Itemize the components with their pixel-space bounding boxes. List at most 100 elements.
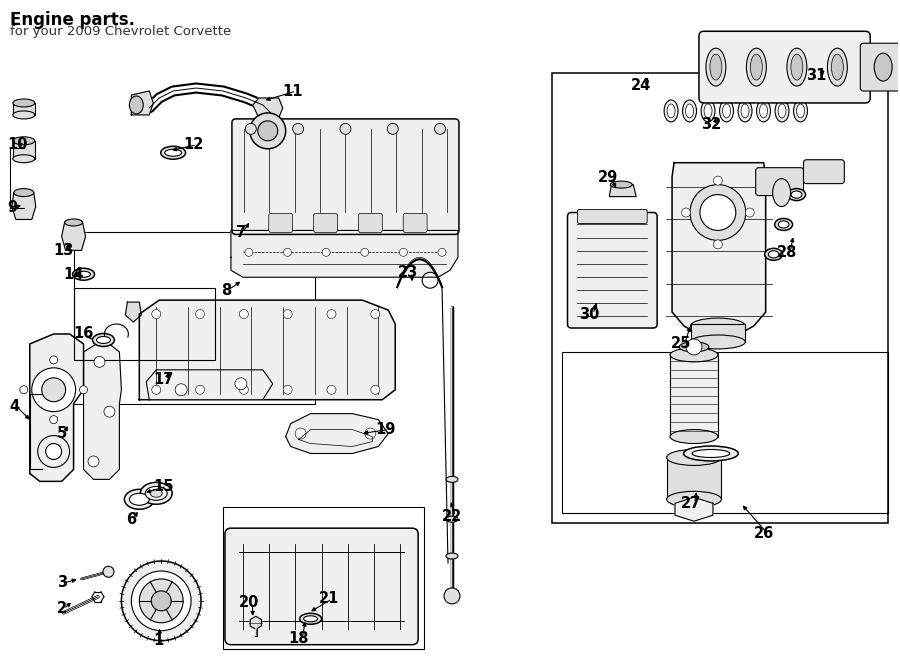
- Circle shape: [257, 121, 278, 141]
- Circle shape: [700, 195, 736, 230]
- FancyBboxPatch shape: [568, 213, 657, 328]
- Circle shape: [714, 240, 723, 249]
- Circle shape: [140, 579, 183, 623]
- Bar: [552, 73, 888, 523]
- Polygon shape: [12, 193, 36, 220]
- Text: 18: 18: [289, 631, 310, 646]
- Ellipse shape: [827, 48, 847, 86]
- Circle shape: [131, 571, 191, 631]
- Text: 3: 3: [57, 575, 67, 591]
- FancyBboxPatch shape: [358, 214, 382, 232]
- Polygon shape: [250, 616, 261, 630]
- Ellipse shape: [686, 104, 694, 118]
- Ellipse shape: [610, 181, 632, 188]
- Bar: [562, 352, 888, 513]
- Text: for your 2009 Chevrolet Corvette: for your 2009 Chevrolet Corvette: [10, 25, 231, 38]
- FancyBboxPatch shape: [699, 31, 870, 103]
- Bar: [13, 103, 35, 115]
- Circle shape: [79, 386, 87, 394]
- Ellipse shape: [93, 334, 114, 346]
- Circle shape: [400, 248, 408, 256]
- Text: 17: 17: [153, 372, 174, 387]
- Ellipse shape: [720, 100, 733, 122]
- Text: 22: 22: [442, 508, 463, 524]
- Circle shape: [435, 123, 446, 134]
- Circle shape: [88, 456, 99, 467]
- Ellipse shape: [13, 137, 35, 145]
- FancyBboxPatch shape: [578, 209, 647, 224]
- Ellipse shape: [14, 189, 34, 197]
- Polygon shape: [125, 302, 141, 322]
- Circle shape: [20, 386, 28, 394]
- Ellipse shape: [140, 483, 172, 504]
- Text: 4: 4: [10, 399, 20, 414]
- Circle shape: [32, 368, 76, 412]
- Circle shape: [284, 248, 292, 256]
- Circle shape: [195, 385, 204, 395]
- Text: 1: 1: [153, 633, 164, 648]
- Ellipse shape: [682, 100, 697, 122]
- Text: 14: 14: [64, 267, 84, 282]
- Ellipse shape: [73, 268, 94, 280]
- Circle shape: [94, 356, 105, 367]
- Circle shape: [686, 339, 702, 355]
- Bar: [223, 507, 424, 649]
- Ellipse shape: [704, 104, 712, 118]
- Ellipse shape: [757, 100, 770, 122]
- Ellipse shape: [446, 553, 458, 559]
- Polygon shape: [140, 300, 395, 400]
- Circle shape: [371, 310, 380, 318]
- Text: 2: 2: [57, 601, 67, 616]
- Ellipse shape: [667, 491, 722, 507]
- Polygon shape: [675, 497, 713, 521]
- Polygon shape: [131, 91, 153, 115]
- Polygon shape: [672, 163, 766, 336]
- Circle shape: [46, 444, 61, 459]
- Ellipse shape: [150, 489, 162, 497]
- Text: 13: 13: [54, 243, 74, 258]
- Ellipse shape: [145, 487, 167, 500]
- Text: 24: 24: [631, 77, 652, 93]
- Ellipse shape: [124, 489, 154, 509]
- Ellipse shape: [683, 446, 738, 461]
- Ellipse shape: [738, 100, 752, 122]
- Ellipse shape: [796, 104, 805, 118]
- Ellipse shape: [760, 104, 768, 118]
- Circle shape: [361, 248, 369, 256]
- Ellipse shape: [765, 248, 783, 260]
- Ellipse shape: [690, 318, 745, 334]
- Ellipse shape: [96, 336, 111, 344]
- Circle shape: [681, 208, 690, 217]
- Circle shape: [50, 356, 58, 364]
- Ellipse shape: [303, 616, 318, 622]
- Polygon shape: [61, 222, 86, 250]
- Circle shape: [38, 436, 69, 467]
- Circle shape: [152, 385, 161, 395]
- Ellipse shape: [775, 218, 793, 230]
- Polygon shape: [30, 334, 84, 481]
- Ellipse shape: [13, 99, 35, 107]
- Text: 12: 12: [183, 137, 203, 152]
- FancyBboxPatch shape: [269, 214, 292, 232]
- FancyBboxPatch shape: [225, 528, 418, 645]
- Ellipse shape: [874, 53, 892, 81]
- Text: 23: 23: [398, 265, 418, 280]
- Ellipse shape: [670, 430, 718, 444]
- Circle shape: [322, 248, 330, 256]
- Circle shape: [690, 185, 746, 240]
- Bar: [670, 353, 718, 436]
- Text: 25: 25: [671, 336, 691, 352]
- Circle shape: [292, 123, 303, 134]
- Text: Engine parts.: Engine parts.: [10, 11, 135, 29]
- Text: 16: 16: [74, 326, 94, 342]
- Circle shape: [364, 428, 376, 439]
- Bar: [74, 232, 315, 404]
- Polygon shape: [253, 98, 283, 118]
- Ellipse shape: [723, 104, 731, 118]
- FancyBboxPatch shape: [232, 119, 459, 234]
- Ellipse shape: [667, 449, 722, 465]
- Circle shape: [438, 248, 446, 256]
- Ellipse shape: [690, 335, 745, 349]
- Ellipse shape: [791, 54, 803, 80]
- Ellipse shape: [165, 149, 182, 156]
